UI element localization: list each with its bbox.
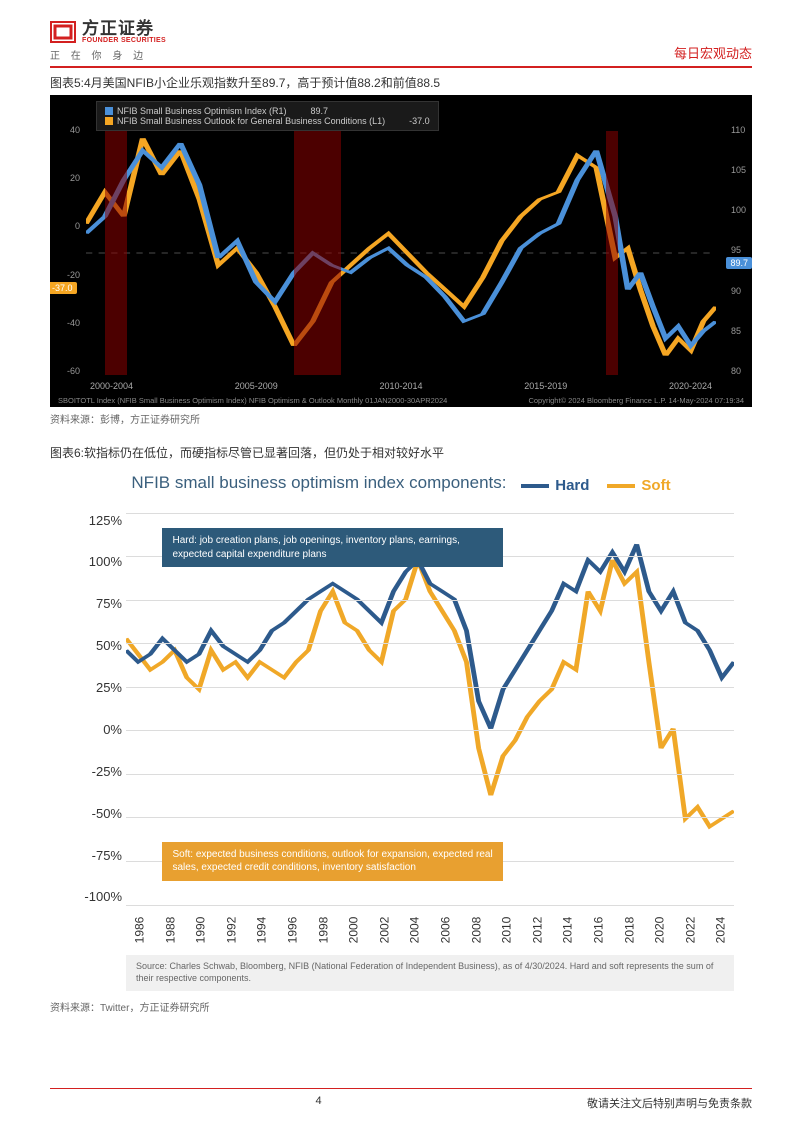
legend-blue-swatch bbox=[105, 107, 113, 115]
chart6-inner-title: NFIB small business optimism index compo… bbox=[50, 465, 752, 495]
header-rule bbox=[50, 66, 752, 68]
chart6: NFIB small business optimism index compo… bbox=[50, 465, 752, 995]
chart5-yright: 110 105 100 95 90 85 80 bbox=[731, 125, 746, 377]
header-category: 每日宏观动态 bbox=[674, 43, 752, 62]
chart5-footer-right: Copyright© 2024 Bloomberg Finance L.P. 1… bbox=[528, 396, 744, 405]
chart5-source: 资料来源：彭博，方正证券研究所 bbox=[50, 411, 752, 426]
chart5: NFIB Small Business Optimism Index (R1) … bbox=[50, 95, 752, 407]
page-footer: 4 敬请关注文后特别声明与免责条款 bbox=[50, 1088, 752, 1111]
legend1-text: NFIB Small Business Optimism Index (R1) bbox=[117, 106, 287, 116]
logo-en: FOUNDER SECURITIES bbox=[82, 37, 166, 44]
chart6-plotarea: Hard: job creation plans, job openings, … bbox=[126, 513, 734, 905]
chart5-lines bbox=[86, 131, 716, 375]
logo-icon bbox=[50, 21, 76, 43]
page-number: 4 bbox=[315, 1095, 321, 1111]
endlabel-orange: -37.0 bbox=[50, 282, 77, 294]
legend2-val: -37.0 bbox=[409, 116, 430, 126]
chart5-xlabels: 2000-2004 2005-2009 2010-2014 2015-2019 … bbox=[90, 381, 712, 391]
hard-swatch bbox=[521, 484, 549, 488]
recession-band-3 bbox=[606, 131, 619, 375]
chart6-source-box: Source: Charles Schwab, Bloomberg, NFIB … bbox=[126, 955, 734, 990]
chart6-xaxis: 1986 1988 1990 1992 1994 1996 1998 2000 … bbox=[126, 923, 734, 937]
chart6-source: 资料来源：Twitter，方正证券研究所 bbox=[50, 999, 752, 1014]
chart5-footer-left: SBOITOTL Index (NFIB Small Business Opti… bbox=[58, 396, 447, 405]
legend-orange-swatch bbox=[105, 117, 113, 125]
chart6-title: 图表6:软指标仍在低位，而硬指标尽管已显著回落，但仍处于相对较好水平 bbox=[50, 444, 752, 461]
soft-box: Soft: expected business conditions, outl… bbox=[162, 842, 502, 881]
legend1-val: 89.7 bbox=[311, 106, 329, 116]
hard-box: Hard: job creation plans, job openings, … bbox=[162, 528, 502, 567]
logo-tagline: 正 在 你 身 边 bbox=[50, 47, 166, 62]
endlabel-blue: 89.7 bbox=[726, 257, 752, 269]
recession-band-1 bbox=[105, 131, 127, 375]
disclaimer: 敬请关注文后特别声明与免责条款 bbox=[587, 1095, 752, 1111]
chart6-yaxis: 125% 100% 75% 50% 25% 0% -25% -50% -75% … bbox=[68, 513, 122, 905]
chart5-footer: SBOITOTL Index (NFIB Small Business Opti… bbox=[58, 396, 744, 405]
chart5-title: 图表5:4月美国NFIB小企业乐观指数升至89.7，高于预计值88.2和前值88… bbox=[50, 74, 752, 91]
recession-band-2 bbox=[294, 131, 341, 375]
soft-swatch bbox=[607, 484, 635, 488]
logo-cn: 方正证券 bbox=[82, 20, 166, 37]
chart5-legend: NFIB Small Business Optimism Index (R1) … bbox=[96, 101, 439, 131]
page-header: 方正证券 FOUNDER SECURITIES 正 在 你 身 边 每日宏观动态 bbox=[50, 20, 752, 62]
chart5-plotarea: 89.7 -37.0 bbox=[86, 131, 716, 375]
legend2-text: NFIB Small Business Outlook for General … bbox=[117, 116, 385, 126]
logo-area: 方正证券 FOUNDER SECURITIES 正 在 你 身 边 bbox=[50, 20, 166, 62]
chart6-legend: Hard Soft bbox=[521, 477, 670, 494]
chart5-yleft: 40 20 0 -20 -40 -60 bbox=[56, 125, 80, 377]
